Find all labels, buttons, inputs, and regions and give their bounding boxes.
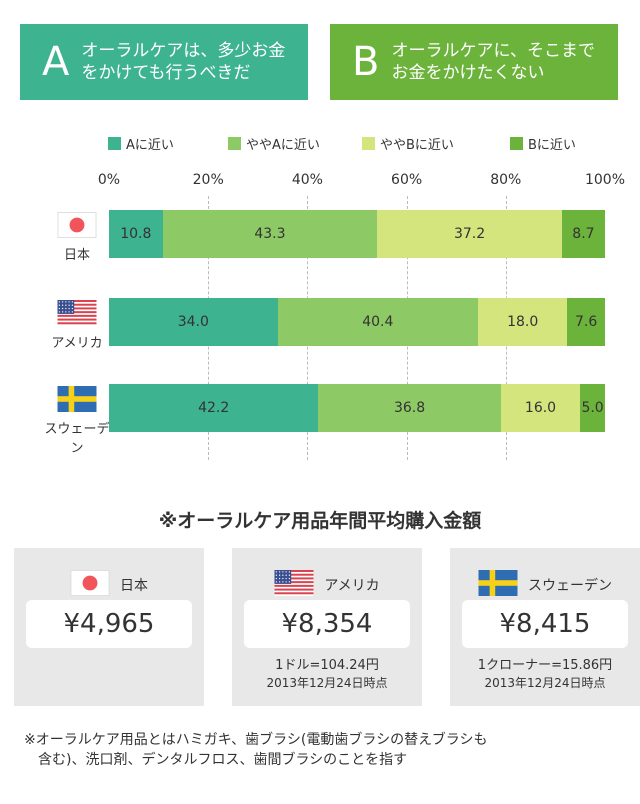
flag-usa-icon bbox=[274, 570, 314, 600]
legend-swatch bbox=[108, 137, 121, 150]
legend-swatch bbox=[362, 137, 375, 150]
rate-date: 2013年12月24日時点 bbox=[484, 676, 606, 690]
option-a-box: A オーラルケアは、多少お金 をかけても行うべきだ bbox=[20, 24, 308, 100]
legend-label: Bに近い bbox=[528, 138, 576, 153]
chart-legend: Aに近い ややAに近い ややBに近い Bに近い bbox=[0, 134, 640, 154]
x-tick-label: 60% bbox=[391, 172, 423, 188]
bar-segment: 40.4 bbox=[277, 298, 478, 346]
card-country: アメリカ bbox=[324, 578, 380, 594]
footnote: ※オーラルケア用品とはハミガキ、歯ブラシ(電動歯ブラシの替えブラシも 含む)、洗… bbox=[24, 732, 488, 768]
legend-label: Aに近い bbox=[126, 138, 174, 153]
flag-sweden-icon bbox=[57, 386, 97, 416]
flag-usa-icon bbox=[57, 300, 97, 330]
card-title: スウェーデン bbox=[450, 570, 640, 600]
legend-item-3: ややBに近い bbox=[362, 134, 454, 153]
rate-date: 2013年12月24日時点 bbox=[266, 676, 388, 690]
card-amount: ¥8,354 bbox=[244, 600, 410, 648]
flag-japan-icon bbox=[57, 212, 97, 242]
bar-segment: 18.0 bbox=[478, 298, 568, 346]
card-amount: ¥8,415 bbox=[462, 600, 628, 648]
x-tick-label: 80% bbox=[490, 172, 522, 188]
x-tick-label: 0% bbox=[97, 172, 121, 188]
option-b-letter: B bbox=[352, 39, 380, 85]
legend-label: ややBに近い bbox=[380, 138, 454, 153]
option-b-box: B オーラルケアに、そこまで お金をかけたくない bbox=[330, 24, 618, 100]
option-a-letter: A bbox=[42, 39, 70, 85]
bar-segment: 8.7 bbox=[561, 210, 605, 258]
bar-segment: 42.2 bbox=[109, 384, 319, 432]
bar-segment: 16.0 bbox=[500, 384, 581, 432]
price-card: アメリカ ¥8,354 1ドル=104.24円 2013年12月24日時点 bbox=[232, 548, 422, 706]
category-label: アメリカ bbox=[51, 336, 103, 351]
card-title: 日本 bbox=[14, 570, 204, 600]
legend-item-2: ややAに近い bbox=[228, 134, 320, 153]
card-country: 日本 bbox=[120, 578, 148, 594]
legend-label: ややAに近い bbox=[246, 138, 320, 153]
category-label: スウェーデン bbox=[44, 422, 110, 456]
x-tick-label: 20% bbox=[192, 172, 224, 188]
card-country: スウェーデン bbox=[528, 578, 612, 594]
flag-sweden-icon bbox=[478, 570, 518, 600]
price-card: 日本 ¥4,965 bbox=[14, 548, 204, 706]
bar-segment: 36.8 bbox=[318, 384, 501, 432]
x-tick-label: 100% bbox=[584, 172, 626, 188]
legend-swatch bbox=[510, 137, 523, 150]
option-a-text: オーラルケアは、多少お金 をかけても行うべきだ bbox=[81, 41, 286, 83]
bar-segment: 10.8 bbox=[109, 210, 163, 258]
legend-item-4: Bに近い bbox=[510, 134, 576, 153]
legend-item-1: Aに近い bbox=[108, 134, 174, 153]
legend-swatch bbox=[228, 137, 241, 150]
x-tick-label: 40% bbox=[291, 172, 323, 188]
bar-segment: 34.0 bbox=[109, 298, 278, 346]
option-b-text: オーラルケアに、そこまで お金をかけたくない bbox=[391, 41, 595, 83]
exchange-rate: 1クローナー=15.86円 bbox=[477, 658, 613, 673]
price-card: スウェーデン ¥8,415 1クローナー=15.86円 2013年12月24日時点 bbox=[450, 548, 640, 706]
category-label: 日本 bbox=[63, 248, 90, 263]
bar-segment: 37.2 bbox=[377, 210, 562, 258]
flag-japan-icon bbox=[70, 570, 110, 600]
section-title: ※オーラルケア用品年間平均購入金額 bbox=[158, 510, 482, 532]
bar-segment: 5.0 bbox=[580, 384, 605, 432]
card-amount: ¥4,965 bbox=[26, 600, 192, 648]
bar-segment: 43.3 bbox=[162, 210, 378, 258]
card-title: アメリカ bbox=[232, 570, 422, 600]
bar-segment: 7.6 bbox=[567, 298, 605, 346]
exchange-rate: 1ドル=104.24円 bbox=[275, 658, 379, 673]
